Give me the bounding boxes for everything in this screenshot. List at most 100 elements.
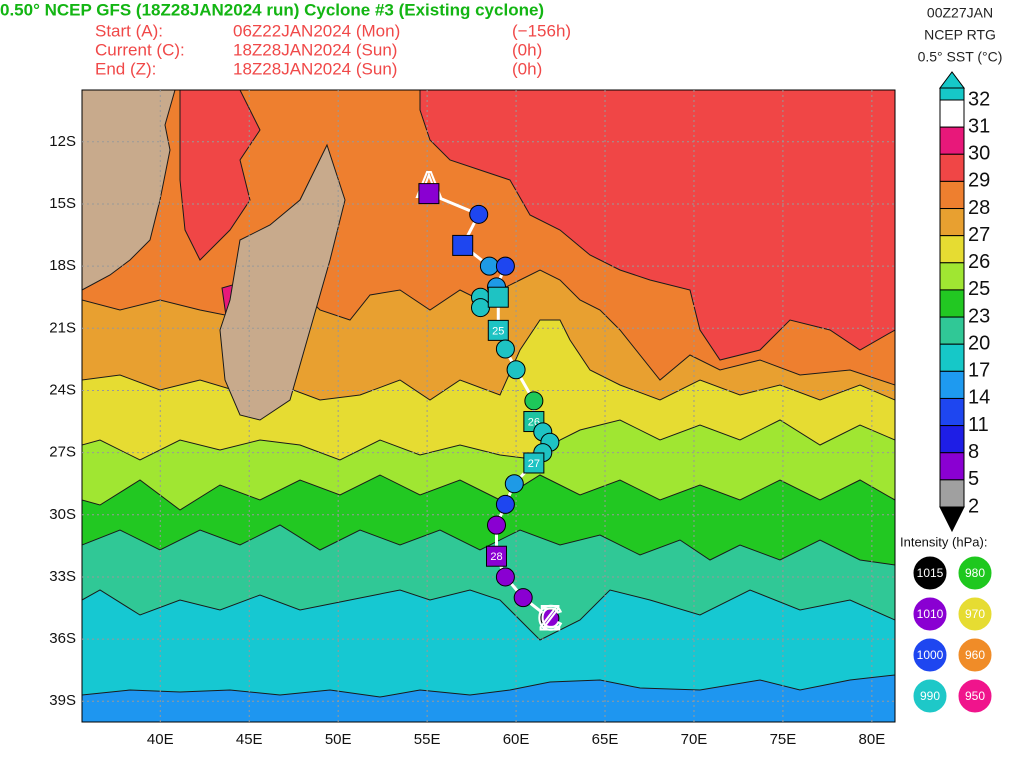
track-point (523, 452, 545, 474)
colorbar-arrow (939, 71, 965, 89)
legend-label: 1010 (917, 607, 944, 621)
y-tick-label: 36S (49, 630, 76, 647)
track-point (495, 339, 515, 359)
sst-band (179, 90, 261, 261)
y-tick-label: 27S (49, 444, 76, 461)
header-label: End (Z): (95, 59, 156, 78)
track-point (495, 494, 515, 514)
colorbar-cap (939, 87, 965, 101)
legend-title: Intensity (hPa): (900, 534, 987, 549)
colorbar-label: 17 (968, 360, 990, 382)
y-tick-label: 39S (49, 692, 76, 709)
x-tick-label: 45E (236, 731, 263, 748)
y-tick-label: 18S (49, 257, 76, 274)
x-tick-label: 75E (770, 731, 797, 748)
colorbar-label: 25 (968, 278, 990, 300)
y-tick-label: 15S (49, 195, 76, 212)
colorbar-label: 2 (968, 495, 979, 517)
colorbar-label: 23 (968, 305, 990, 327)
y-tick-label: 24S (49, 381, 76, 398)
track-point (487, 515, 507, 535)
colorbar-label: 11 (968, 414, 989, 436)
track-point (469, 204, 489, 224)
sst-band (419, 90, 895, 361)
end-marker: Z (539, 599, 560, 637)
legend-swatch (912, 637, 948, 673)
track-point (506, 360, 526, 380)
x-tick-label: 70E (681, 731, 708, 748)
header-offset: (0h) (512, 59, 542, 78)
colorbar-label: 26 (968, 251, 990, 273)
colorbar-segment (939, 397, 965, 427)
colorbar-label: 20 (968, 332, 990, 354)
track-point (418, 183, 440, 205)
legend-label: 1000 (917, 648, 944, 662)
x-tick-label: 80E (859, 731, 886, 748)
intensity-legend: Intensity (hPa): 1015 980 1010 970 1000 960 99… (900, 534, 993, 714)
current-marker: C (538, 599, 563, 637)
sst-source: NCEP RTG (924, 27, 996, 43)
colorbar-segment (939, 425, 965, 454)
analysis-time: 00Z27JAN (927, 5, 993, 21)
legend-swatch (957, 678, 993, 714)
sst-title: 0.5° SST (°C) (918, 49, 1003, 65)
x-tick-label: 65E (592, 731, 619, 748)
colorbar-label: 14 (968, 387, 990, 409)
legend-label: 990 (920, 689, 940, 703)
legend-swatch (912, 596, 948, 632)
colorbar-segment (939, 316, 965, 345)
track-point (487, 286, 509, 308)
colorbar-segment (939, 126, 965, 155)
header-offset: (0h) (512, 40, 542, 59)
track-point-label: 28 (490, 551, 502, 563)
colorbar-label: 31 (968, 115, 990, 137)
track-point (495, 567, 515, 587)
colorbar-label: 29 (968, 170, 990, 192)
colorbar-segment (939, 289, 965, 318)
colorbar-segment (939, 99, 965, 128)
colorbar-segment (939, 452, 965, 481)
map-frame (81, 89, 896, 723)
colorbar-segment (939, 262, 965, 291)
track-point (495, 256, 515, 276)
track-point (479, 256, 499, 276)
track-point (486, 545, 508, 567)
x-tick-label: 50E (325, 731, 352, 748)
y-tick-label: 33S (49, 568, 76, 585)
legend-swatch (957, 555, 993, 591)
colorbar-label: 28 (968, 197, 990, 219)
track: A25262728ZC (416, 163, 563, 638)
x-tick-label: 60E (503, 731, 530, 748)
sst-field (82, 90, 895, 722)
colorbar-label: 30 (968, 143, 990, 165)
colorbar-label: 5 (968, 468, 979, 490)
legend-swatch (912, 555, 948, 591)
header-date: 18Z28JAN2024 (Sun) (233, 59, 397, 78)
legend-swatch (957, 637, 993, 673)
header-label: Start (A): (95, 21, 163, 40)
header-offset: (−156h) (512, 21, 571, 40)
colorbar-segment (939, 370, 965, 399)
header-date: 06Z22JAN2024 (Mon) (233, 21, 400, 40)
header-date: 18Z28JAN2024 (Sun) (233, 40, 397, 59)
header-label: Current (C): (95, 40, 185, 59)
colorbar-segment (939, 208, 965, 237)
colorbar-label: 8 (968, 441, 979, 463)
colorbar-label: 32 (968, 88, 990, 110)
track-point (487, 319, 509, 341)
track-point-label: 27 (528, 458, 540, 470)
track-point (540, 608, 560, 628)
title: 0.50° NCEP GFS (18Z28JAN2024 run) Cyclon… (0, 0, 544, 19)
africa (82, 90, 176, 291)
colorbar-label: 27 (968, 224, 990, 246)
madagascar (219, 143, 346, 421)
legend-label: 980 (965, 566, 985, 580)
legend-swatch (957, 596, 993, 632)
x-tick-label: 40E (147, 731, 174, 748)
colorbar-segment (939, 343, 965, 372)
x-tick-label: 55E (414, 731, 441, 748)
legend-label: 1015 (917, 566, 944, 580)
y-tick-label: 30S (49, 506, 76, 523)
